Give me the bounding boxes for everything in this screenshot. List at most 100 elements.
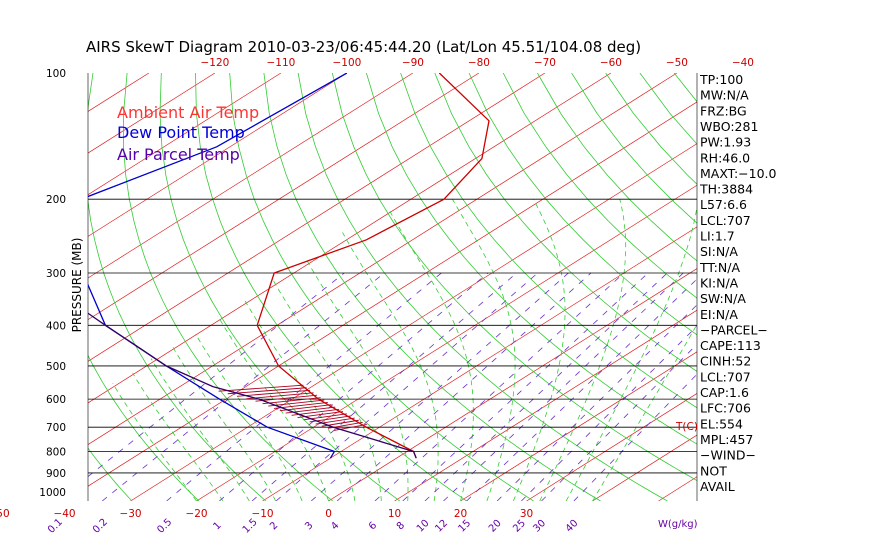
- mixing-ratio-label: 2: [268, 520, 280, 532]
- index-value: WBO:281: [700, 119, 758, 134]
- legend-dew-point-temp: Dew Point Temp: [117, 123, 245, 142]
- pressure-tick-label: 700: [46, 422, 66, 434]
- index-value: SI:N/A: [700, 244, 738, 259]
- dry-adiabat-line: [297, 73, 668, 501]
- index-value: SW:N/A: [700, 291, 746, 306]
- index-value: CAP:1.6: [700, 385, 749, 400]
- mixing-ratio-label: 10: [415, 518, 432, 535]
- index-value: AVAIL: [700, 479, 735, 494]
- index-value: CAPE:113: [700, 338, 761, 353]
- y-axis-label: PRESSURE (MB): [70, 238, 84, 333]
- moist-adiabat-line: [217, 315, 329, 501]
- isotherm-line: [0, 73, 17, 501]
- mixing-ratio-label: 1: [211, 520, 223, 532]
- mixing-ratio-label: 3: [303, 520, 315, 532]
- pressure-tick-label: 600: [46, 394, 66, 406]
- index-value: EI:N/A: [700, 307, 738, 322]
- bottom-temp-tick-label: 20: [454, 508, 467, 520]
- moist-adiabat-line: [452, 198, 516, 501]
- mixing-ratio-line: [573, 373, 697, 501]
- index-value: LCL:707: [700, 369, 751, 384]
- mixing-ratio-line: [402, 272, 649, 501]
- isotherm-line: [88, 73, 678, 445]
- bottom-temp-tick-label: 30: [520, 508, 533, 520]
- dry-adiabat-line: [434, 73, 697, 372]
- mixing-ratio-line: [336, 272, 592, 501]
- chart-title: AIRS SkewT Diagram 2010-03-23/06:45:44.2…: [86, 38, 641, 56]
- pressure-tick-label: 900: [46, 468, 66, 480]
- indices-panel: TP:100MW:N/AFRZ:BGWBO:281PW:1.93RH:46.0M…: [699, 72, 777, 494]
- mixing-ratio-line: [541, 343, 697, 501]
- index-value: MW:N/A: [700, 88, 749, 103]
- top-temp-tick-label: −50: [666, 57, 688, 69]
- pressure-tick-label: 200: [46, 194, 66, 206]
- cape-hatch-line: [273, 401, 328, 409]
- dry-adiabat-line: [366, 73, 697, 445]
- index-value: LI:1.7: [700, 229, 735, 244]
- isotherm-line: [88, 73, 612, 404]
- dry-adiabat-line: [0, 73, 65, 501]
- top-temp-tick-label: −70: [534, 57, 556, 69]
- pressure-tick-label: 400: [46, 320, 66, 332]
- cape-hatch-line: [218, 384, 304, 392]
- moist-adiabat-line: [565, 204, 697, 501]
- dry-adiabat-line: [88, 73, 267, 501]
- mixing-ratio-line: [310, 272, 569, 501]
- mixing-ratio-line: [251, 272, 517, 501]
- index-value: FRZ:BG: [700, 103, 747, 118]
- mixing-ratio-label: 12: [433, 518, 450, 535]
- bottom-temp-tick-label: −40: [53, 508, 75, 520]
- mixing-ratio-line: [219, 272, 489, 501]
- dry-adiabat-line: [159, 73, 400, 501]
- mixing-ratio-label: 25: [511, 518, 528, 535]
- bottom-temp-tick-label: −50: [0, 508, 10, 520]
- index-value: LFC:706: [700, 401, 751, 416]
- dry-adiabat-line: [811, 73, 870, 501]
- top-temp-tick-label: −110: [267, 57, 296, 69]
- isotherm-line: [262, 226, 697, 501]
- index-value: LCL:707: [700, 213, 751, 228]
- bottom-temp-tick-label: −10: [251, 508, 273, 520]
- mixing-ratio-label: 15: [456, 518, 473, 535]
- index-value: NOT: [700, 463, 727, 478]
- moist-adiabat-line: [387, 207, 474, 501]
- dry-adiabat-line: [229, 73, 534, 501]
- top-temp-tick-label: −80: [468, 57, 490, 69]
- mixing-ratio-line: [275, 272, 538, 501]
- dry-adiabat-line: [88, 354, 200, 501]
- cape-hatch-line: [262, 397, 321, 405]
- legend: Ambient Air Temp Dew Point Temp Air Parc…: [117, 103, 259, 164]
- mixing-ratio-unit: W(g/kg): [658, 519, 698, 530]
- legend-ambient-air-temp: Ambient Air Temp: [117, 103, 259, 122]
- pressure-tick-label: 1000: [39, 487, 66, 499]
- top-temp-tick-label: −40: [732, 57, 754, 69]
- moist-adiabat-line: [150, 358, 250, 501]
- mixing-ratio-label: 40: [564, 518, 581, 535]
- moist-adiabat-line: [592, 323, 697, 501]
- index-value: KI:N/A: [700, 275, 739, 290]
- dry-adiabat-line: [400, 73, 697, 409]
- isotherm-line: [88, 73, 216, 154]
- index-value: TT:N/A: [699, 260, 740, 275]
- isotherm-line: [88, 73, 414, 279]
- dry-adiabat-line: [777, 73, 870, 501]
- cape-hatch-line: [268, 399, 325, 407]
- dry-adiabat-line: [537, 73, 697, 262]
- index-value: L57:6.6: [700, 197, 747, 212]
- dry-adiabat-line: [468, 73, 697, 336]
- bottom-temp-tick-label: 0: [325, 508, 332, 520]
- mixing-ratio-line: [496, 304, 697, 501]
- moist-adiabat-line: [132, 372, 224, 501]
- pressure-tick-label: 100: [46, 68, 66, 80]
- mixing-ratio-line: [521, 325, 697, 501]
- cape-hatch-line: [255, 394, 318, 402]
- dry-adiabat-line: [845, 73, 870, 501]
- index-value: RH:46.0: [700, 150, 750, 165]
- index-value: MPL:457: [700, 432, 753, 447]
- cape-hatch-line: [236, 389, 311, 397]
- moist-adiabat-line: [272, 278, 382, 501]
- moist-adiabat-line: [306, 260, 409, 501]
- index-value: −WIND−: [700, 448, 756, 463]
- mixing-ratio-label: 30: [531, 518, 548, 535]
